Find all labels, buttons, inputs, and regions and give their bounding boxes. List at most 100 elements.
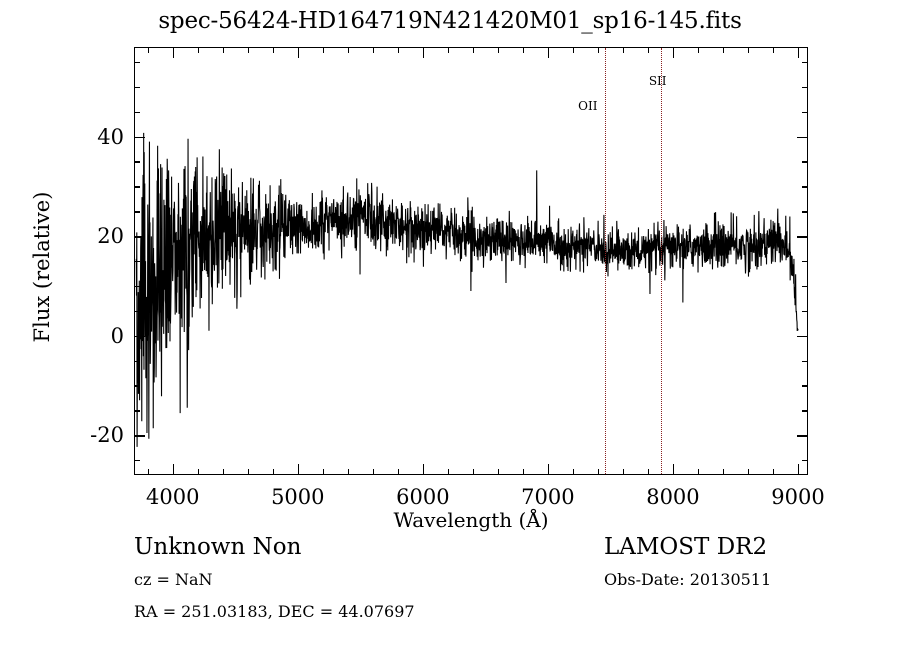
axis-tick [297,47,300,58]
axis-tick [622,469,625,475]
axis-tick [797,335,808,338]
axis-tick [802,261,808,263]
axis-tick [647,47,650,53]
object-class: Unknown Non [134,534,302,560]
axis-tick [672,464,675,475]
axis-tick [472,47,475,53]
y-tick-label: 40 [97,124,124,149]
axis-tick [747,47,750,53]
figure-footer: Unknown Non cz = NaN RA = 251.03183, DEC… [0,530,900,640]
observation-date: Obs-Date: 20130511 [604,570,772,589]
axis-tick [134,335,145,338]
axis-tick [197,469,200,475]
plot-area [134,47,808,475]
x-tick-label: 5000 [271,485,325,509]
x-tick-label: 6000 [396,485,450,509]
y-tick-label: -20 [90,423,124,448]
axis-tick [797,136,808,139]
axis-tick [147,469,150,475]
axis-tick [134,360,140,362]
axis-tick [397,469,400,475]
axis-tick [802,186,808,188]
axis-tick [802,86,808,89]
y-axis-title: Flux (relative) [30,191,54,343]
axis-tick [802,360,808,362]
x-axis-title: Wavelength (Å) [393,508,549,532]
axis-tick [134,61,140,64]
axis-tick [797,47,800,58]
axis-tick [134,136,145,139]
axis-tick [802,310,808,313]
axis-tick [802,460,808,462]
axis-tick [522,47,525,53]
axis-tick [447,469,450,475]
axis-tick [772,469,775,475]
axis-tick [347,469,350,475]
axis-tick [322,469,325,475]
axis-tick [797,464,800,475]
axis-tick [222,47,225,53]
axis-tick [802,285,808,288]
redshift-value: cz = NaN [134,570,213,589]
axis-tick [322,47,325,53]
axis-tick [802,61,808,64]
emission-line-oii [605,48,607,474]
axis-tick [134,186,140,188]
emission-line-label-oii: OII [578,98,598,113]
axis-tick [722,47,725,53]
axis-tick [547,464,550,475]
axis-tick [397,47,400,53]
axis-tick [134,111,140,113]
axis-tick [802,161,808,163]
x-tick-label: 7000 [521,485,575,509]
axis-tick [597,469,600,475]
axis-tick [134,435,145,437]
axis-tick [422,464,425,475]
emission-line-sii [660,48,662,474]
y-tick-label: 0 [110,323,124,348]
axis-tick [222,469,225,475]
axis-tick [247,47,250,53]
axis-tick [672,47,675,58]
axis-tick [522,469,525,475]
coordinates: RA = 251.03183, DEC = 44.07697 [134,602,415,621]
axis-tick [747,469,750,475]
axis-tick [722,469,725,475]
axis-tick [134,460,140,462]
axis-tick [497,469,500,475]
axis-tick [172,47,175,58]
axis-tick [797,435,808,437]
emission-line-label-sii: SII [648,73,667,88]
survey-name: LAMOST DR2 [604,534,768,560]
x-tick-label: 9000 [771,485,825,509]
axis-tick [472,469,475,475]
y-tick-label: 20 [97,224,124,249]
axis-tick [172,464,175,475]
axis-tick [797,236,808,238]
axis-tick [802,211,808,213]
x-tick-label: 8000 [646,485,700,509]
axis-tick [197,47,200,53]
axis-tick [134,310,140,313]
axis-tick [297,464,300,475]
axis-tick [447,47,450,53]
axis-tick [802,111,808,113]
axis-tick [134,261,140,263]
axis-tick [697,469,700,475]
axis-tick [572,47,575,53]
axis-tick [802,410,808,412]
axis-tick [422,47,425,58]
axis-tick [697,47,700,53]
axis-tick [647,469,650,475]
axis-tick [547,47,550,58]
axis-tick [372,469,375,475]
axis-tick [272,47,275,53]
axis-tick [134,410,140,412]
axis-tick [247,469,250,475]
x-tick-label: 4000 [146,485,200,509]
axis-tick [272,469,275,475]
axis-tick [134,385,140,387]
axis-tick [347,47,350,53]
axis-tick [497,47,500,53]
